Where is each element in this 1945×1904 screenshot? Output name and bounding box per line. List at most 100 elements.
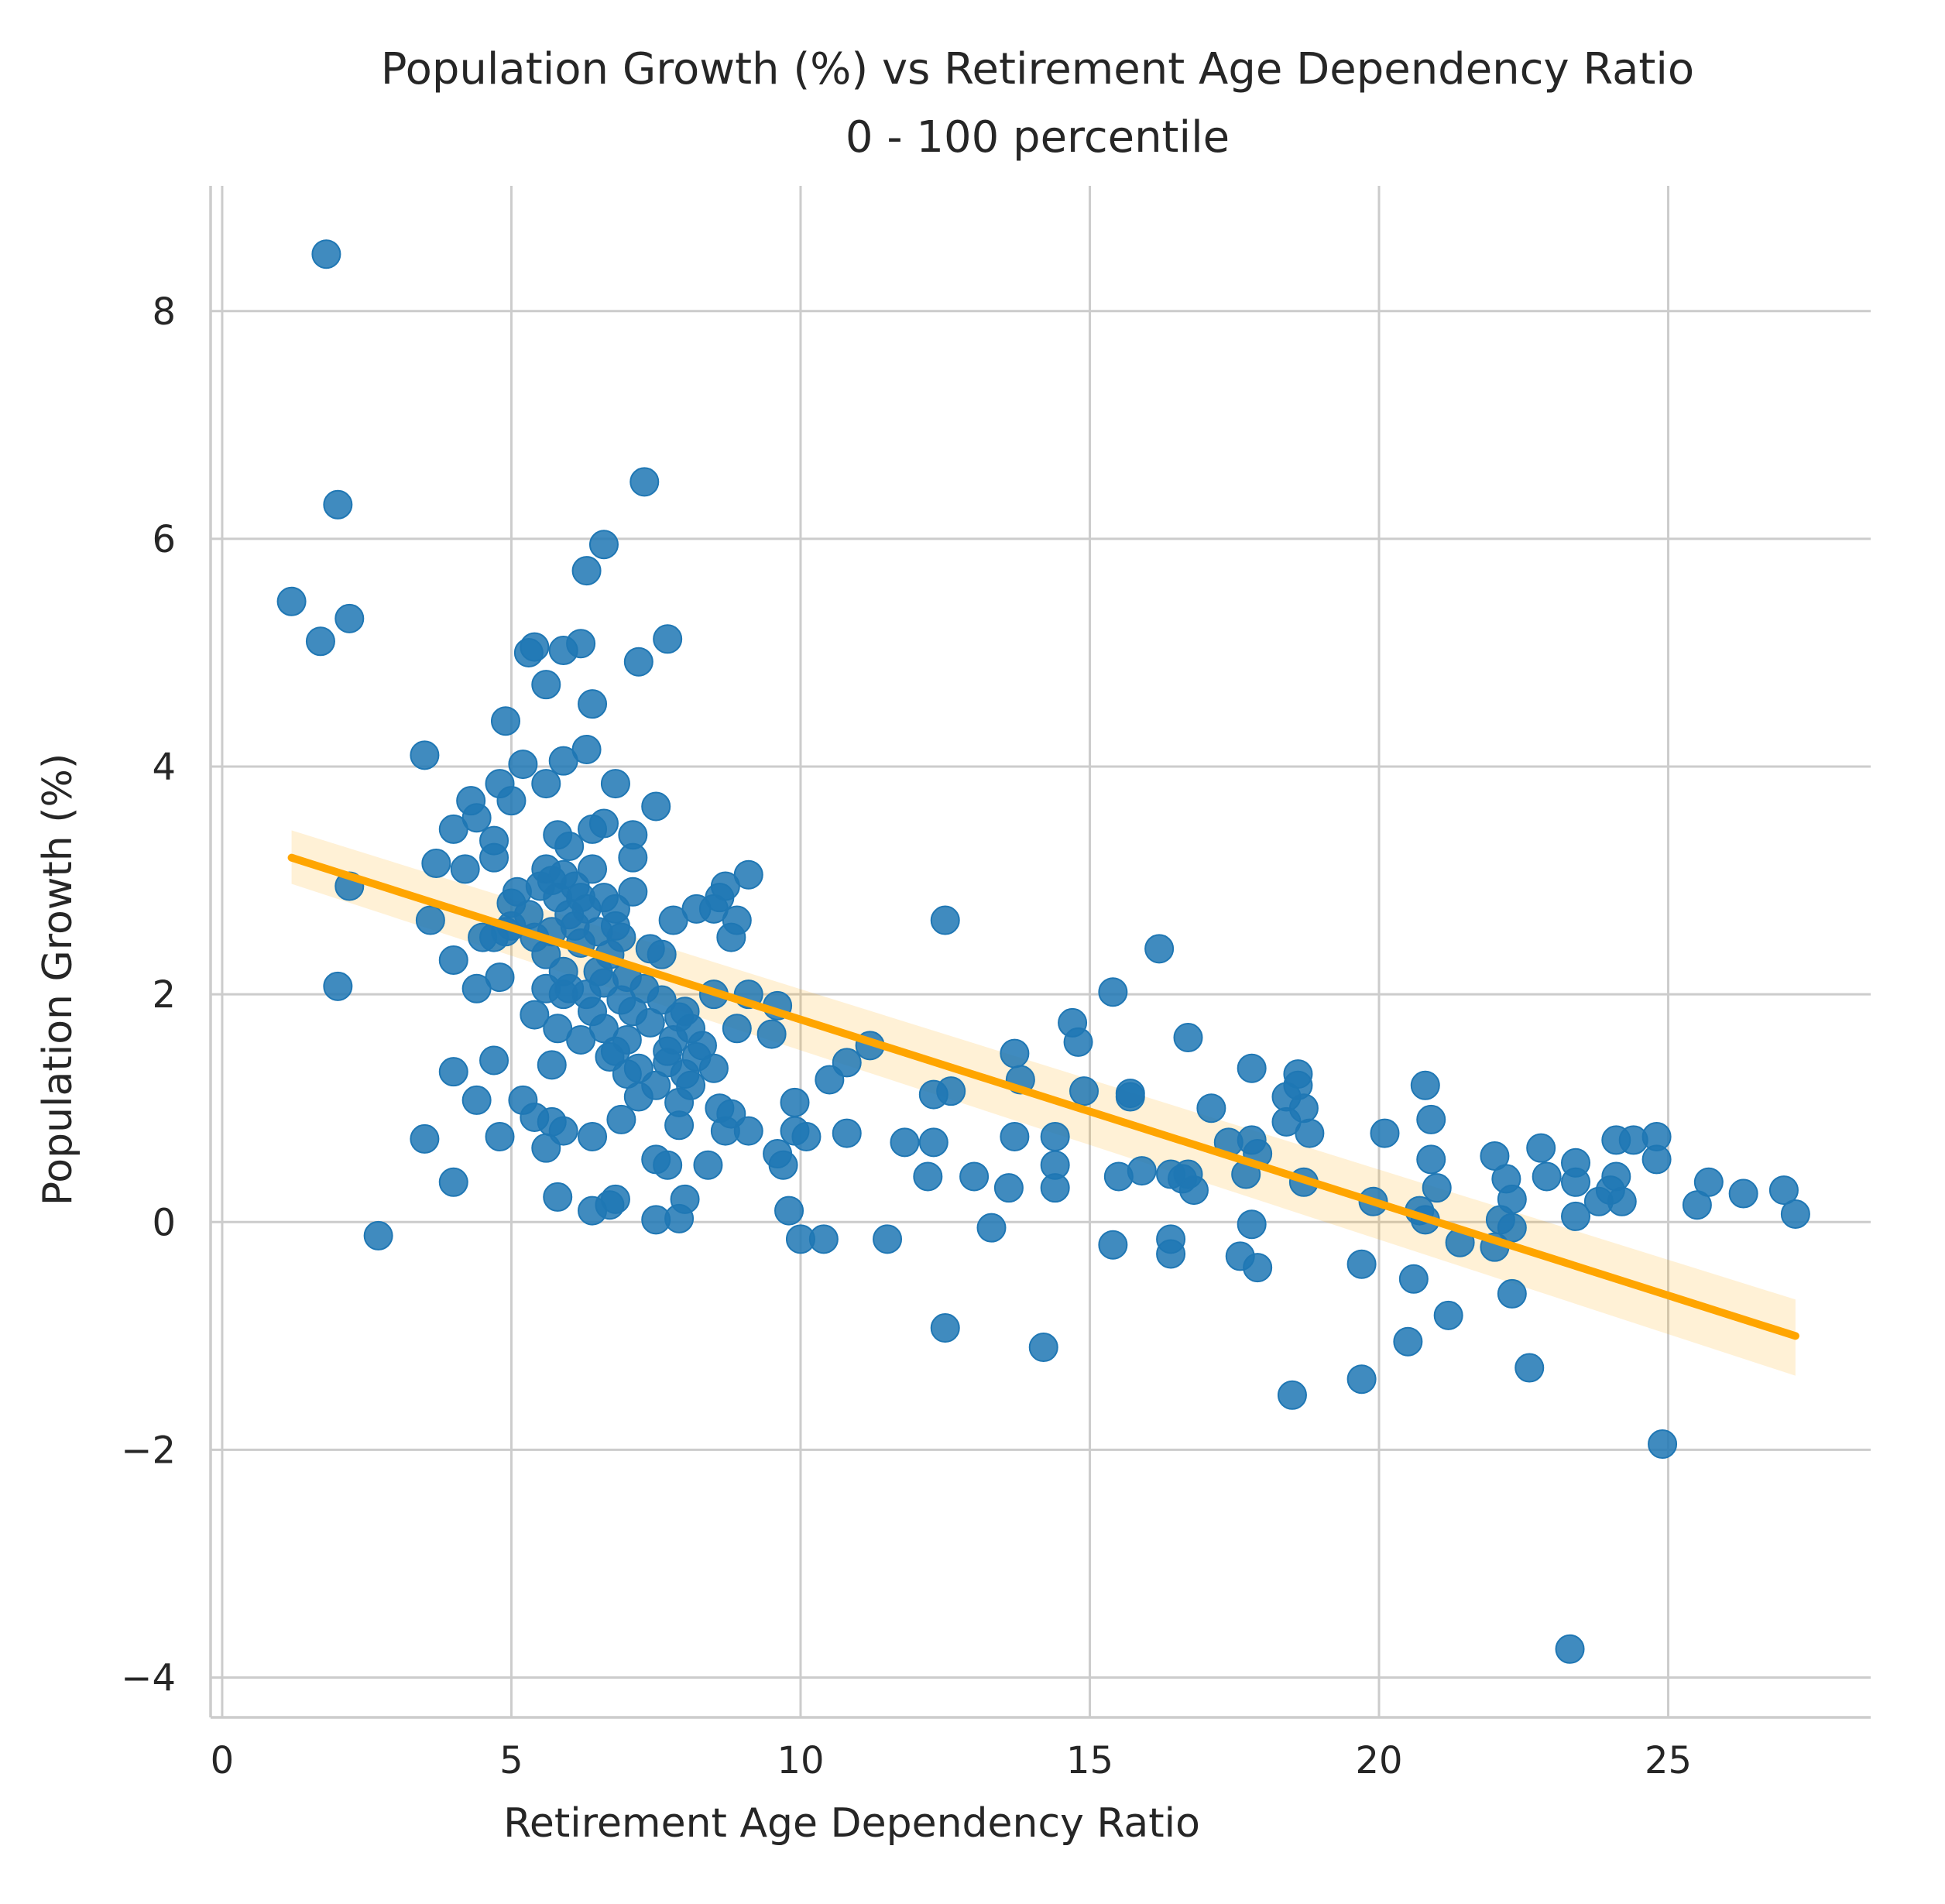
data-point (1497, 1184, 1527, 1214)
data-point (479, 842, 509, 873)
data-point (1693, 1167, 1724, 1197)
data-point (653, 1150, 683, 1180)
data-point (1532, 1161, 1562, 1192)
data-point (774, 1196, 804, 1226)
data-point (791, 1121, 822, 1151)
data-point (1243, 1253, 1273, 1283)
data-point (913, 1161, 943, 1192)
x-tick-label: 25 (1645, 1739, 1692, 1782)
data-point (508, 750, 538, 780)
data-point (566, 629, 596, 659)
data-point (1346, 1364, 1377, 1395)
data-point (1607, 1186, 1637, 1216)
data-point (653, 1048, 683, 1078)
data-point (733, 859, 763, 890)
data-point (612, 1024, 642, 1055)
data-point (930, 905, 960, 935)
y-tick-label: 0 (152, 1201, 176, 1244)
data-point (653, 624, 683, 654)
data-point (548, 1116, 578, 1146)
data-point (722, 1014, 752, 1044)
x-tick-label: 20 (1355, 1739, 1402, 1782)
data-point (363, 1220, 393, 1250)
data-point (578, 1121, 608, 1151)
data-point (537, 1050, 567, 1080)
data-point (485, 1121, 515, 1151)
data-point (1288, 1093, 1319, 1124)
x-tick-label: 0 (211, 1739, 235, 1782)
data-point (600, 769, 630, 799)
data-point (918, 1127, 948, 1158)
data-point (415, 905, 445, 935)
data-point (1410, 1070, 1440, 1100)
data-point (520, 1000, 550, 1030)
data-point (1196, 1093, 1226, 1124)
chart-subtitle: 0 - 100 percentile (846, 112, 1230, 163)
data-point (1433, 1300, 1463, 1330)
data-point (722, 905, 752, 935)
data-point (1173, 1023, 1203, 1053)
data-point (588, 530, 619, 560)
data-point (531, 769, 561, 799)
data-point (1416, 1144, 1446, 1175)
data-point (1561, 1167, 1591, 1197)
data-point (1098, 977, 1128, 1007)
data-point (1127, 1156, 1157, 1186)
data-point (1098, 1230, 1128, 1260)
data-point (571, 734, 602, 764)
data-point (993, 1173, 1024, 1203)
data-point (1178, 1175, 1209, 1206)
data-point (276, 586, 307, 616)
data-point (496, 786, 527, 816)
data-point (693, 1150, 723, 1180)
data-point (1295, 1118, 1325, 1148)
data-point (647, 939, 677, 969)
data-point (1346, 1249, 1377, 1279)
data-point (670, 997, 700, 1027)
data-point (1069, 1076, 1099, 1106)
y-tick-label: 6 (152, 518, 176, 561)
axes-spines (209, 186, 1871, 1719)
data-point (323, 971, 353, 1001)
data-point (1000, 1121, 1030, 1151)
data-point (1728, 1178, 1758, 1209)
data-point (873, 1224, 903, 1254)
data-point (461, 1085, 492, 1115)
data-point (421, 849, 451, 879)
data-point (1422, 1173, 1452, 1203)
data-point (664, 1110, 695, 1141)
data-point (571, 556, 602, 586)
data-point (1000, 1038, 1030, 1069)
data-point (450, 854, 480, 884)
data-point (438, 945, 468, 976)
data-point (808, 1224, 839, 1254)
data-point (1768, 1175, 1799, 1206)
y-tick-label: −2 (121, 1429, 176, 1472)
data-point (323, 489, 353, 520)
data-point (1040, 1173, 1070, 1203)
data-point (832, 1048, 862, 1078)
data-point (578, 854, 608, 884)
data-point (566, 883, 596, 913)
data-point (305, 626, 335, 657)
data-point (490, 706, 520, 736)
data-point (959, 1161, 990, 1192)
grid (211, 186, 1871, 1717)
data-point (1370, 1118, 1400, 1148)
data-point (1601, 1161, 1631, 1192)
x-tick-label: 10 (777, 1739, 824, 1782)
data-point (1555, 1634, 1585, 1664)
data-point (1237, 1053, 1267, 1083)
data-point (520, 632, 550, 662)
data-point (733, 1116, 763, 1146)
data-point (1028, 1333, 1058, 1363)
y-tick-label: 8 (152, 290, 176, 334)
data-point (768, 1150, 798, 1180)
y-tick-label: 4 (152, 746, 176, 789)
data-point (936, 1076, 966, 1106)
data-point (334, 603, 365, 633)
data-point (890, 1127, 920, 1158)
data-point (1561, 1201, 1591, 1231)
tick-labels: 0 5 10 15 20 25 −4 −2 0 2 4 6 8 (121, 290, 1692, 1782)
data-point (438, 1057, 468, 1087)
